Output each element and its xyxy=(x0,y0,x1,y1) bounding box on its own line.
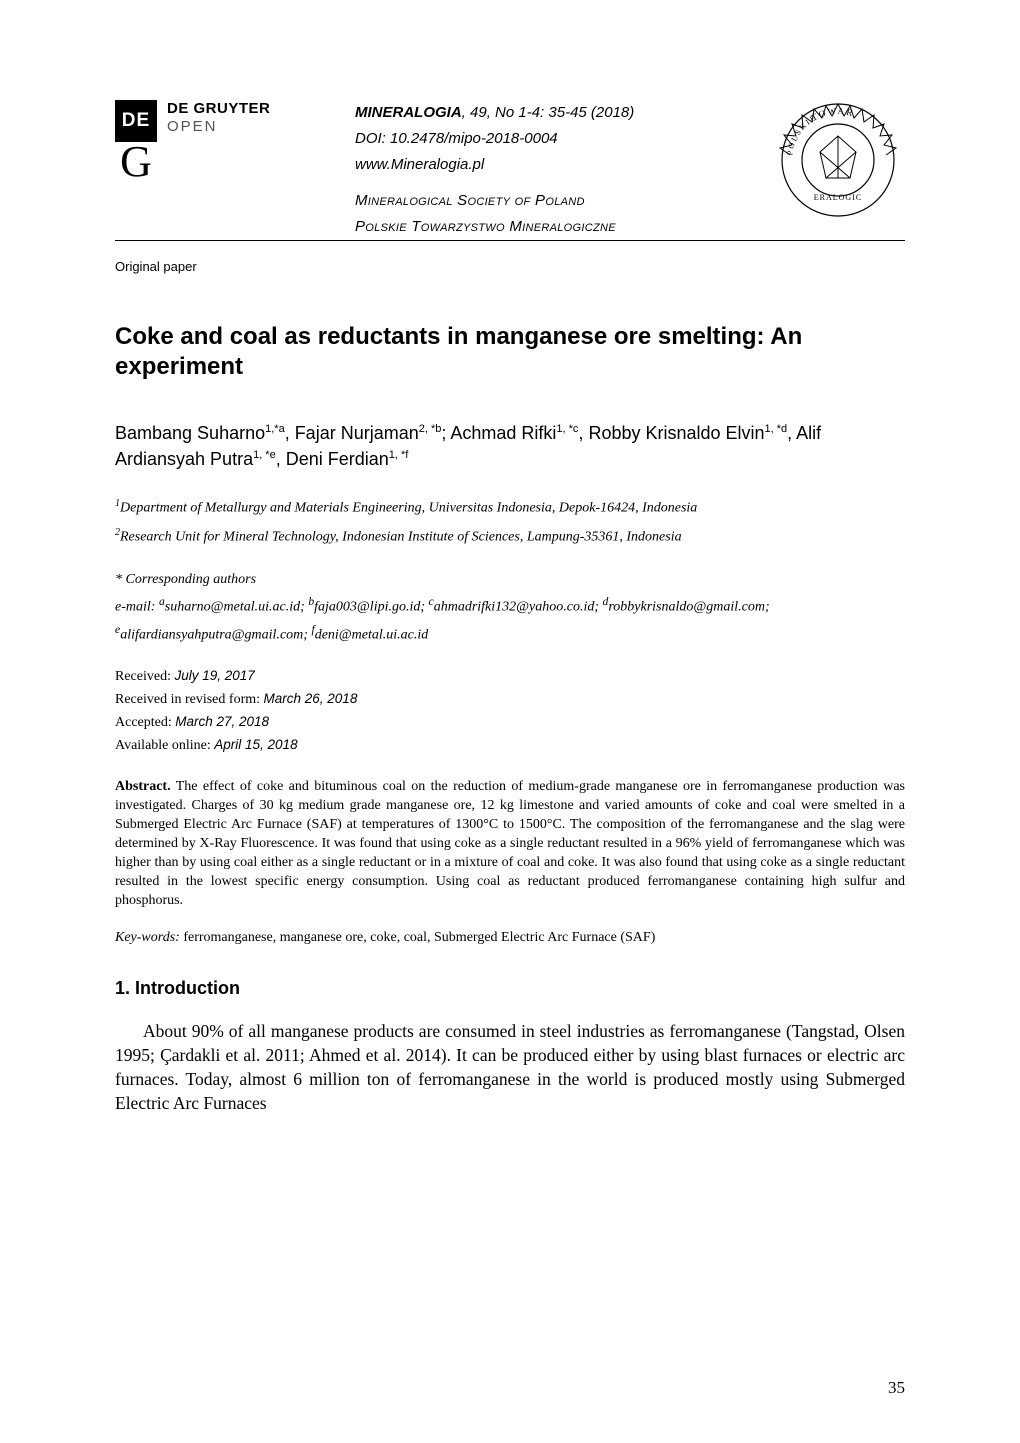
publisher-name-line1: DE GRUYTER xyxy=(167,100,270,118)
affiliation-2: 2Research Unit for Mineral Technology, I… xyxy=(115,521,905,550)
society-logo: TOWAR POLSKIE ERALOGIC xyxy=(778,100,898,220)
society-line2: Polskie Towarzystwo Mineralogiczne xyxy=(355,214,770,240)
date-received: Received: July 19, 2017 xyxy=(115,665,905,688)
website: www.Mineralogia.pl xyxy=(355,152,770,178)
logo-de-square: DE xyxy=(115,100,157,142)
date-accepted: Accepted: March 27, 2018 xyxy=(115,711,905,734)
article-title: Coke and coal as reductants in manganese… xyxy=(115,322,905,382)
society-line1: Mineralogical Society of Poland xyxy=(355,188,770,214)
affiliations: 1Department of Metallurgy and Materials … xyxy=(115,492,905,549)
corresponding-emails-line1: e-mail: asuharno@metal.ui.ac.id; bfaja00… xyxy=(115,591,905,619)
corresponding-emails-line2: ealifardiansyahputra@gmail.com; fdeni@me… xyxy=(115,619,905,647)
authors: Bambang Suharno1,*a, Fajar Nurjaman2, *b… xyxy=(115,418,905,470)
section-1-para-1: About 90% of all manganese products are … xyxy=(115,1019,905,1115)
doi: DOI: 10.2478/mipo-2018-0004 xyxy=(355,126,770,152)
publisher-name: DE GRUYTER OPEN xyxy=(167,100,270,136)
affiliation-1: 1Department of Metallurgy and Materials … xyxy=(115,492,905,521)
page-number: 35 xyxy=(888,1378,905,1398)
publisher-block: DE G DE GRUYTER OPEN xyxy=(115,100,335,240)
journal-title-line: MINERALOGIA, 49, No 1-4: 35-45 (2018) xyxy=(355,100,770,126)
abstract: Abstract. The effect of coke and bitumin… xyxy=(115,777,905,910)
abstract-text: The effect of coke and bituminous coal o… xyxy=(115,779,905,908)
corresponding-block: * Corresponding authors e-mail: asuharno… xyxy=(115,569,905,646)
corresponding-label: * Corresponding authors xyxy=(115,569,905,591)
society-logo-container: TOWAR POLSKIE ERALOGIC xyxy=(770,100,905,240)
de-gruyter-logo: DE G xyxy=(115,100,157,182)
logo-g-glyph: G xyxy=(115,142,157,182)
journal-info: MINERALOGIA, 49, No 1-4: 35-45 (2018) DO… xyxy=(335,100,770,240)
section-1-heading: 1. Introduction xyxy=(115,978,905,999)
date-online: Available online: April 15, 2018 xyxy=(115,734,905,757)
journal-issue: , 49, No 1-4: 35-45 (2018) xyxy=(462,104,635,121)
keywords-text: ferromanganese, manganese ore, coke, coa… xyxy=(183,930,655,945)
logo-center-text: ERALOGIC xyxy=(813,193,861,202)
keywords: Key-words: ferromanganese, manganese ore… xyxy=(115,928,905,948)
masthead: DE G DE GRUYTER OPEN MINERALOGIA, 49, No… xyxy=(115,100,905,241)
publisher-name-line2: OPEN xyxy=(167,118,270,136)
abstract-head: Abstract. xyxy=(115,779,171,794)
paper-type: Original paper xyxy=(115,259,905,274)
keywords-head: Key-words: xyxy=(115,930,180,945)
journal-title: MINERALOGIA xyxy=(355,104,462,121)
date-revised: Received in revised form: March 26, 2018 xyxy=(115,688,905,711)
dates-block: Received: July 19, 2017 Received in revi… xyxy=(115,665,905,757)
